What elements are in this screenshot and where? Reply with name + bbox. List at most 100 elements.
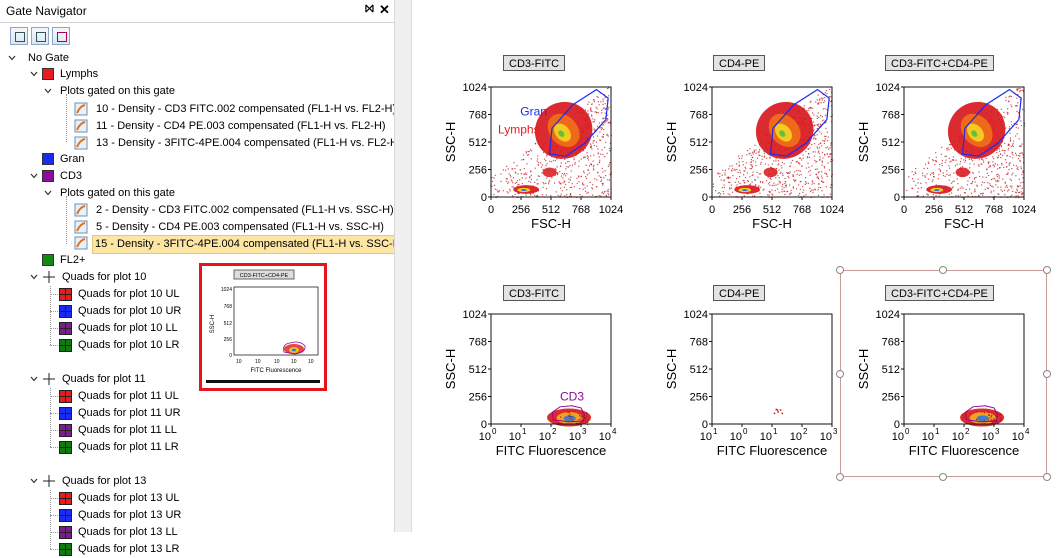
close-icon[interactable]: ✕ [379, 2, 390, 17]
chevron-down-icon[interactable] [44, 189, 52, 197]
event-dot [609, 162, 611, 164]
resize-handle[interactable] [939, 473, 947, 481]
overlay-icon[interactable] [31, 27, 49, 45]
event-dot [807, 148, 810, 150]
event-dot [818, 125, 820, 128]
event-dot [808, 109, 810, 112]
event-dot [602, 124, 605, 126]
chevron-down-icon[interactable] [30, 273, 38, 281]
gran-gate[interactable] [769, 88, 830, 157]
event-dot [598, 104, 600, 106]
gran-gate[interactable] [961, 88, 1022, 157]
resize-handle[interactable] [836, 473, 844, 481]
event-dot [826, 109, 828, 111]
event-dot [586, 192, 588, 194]
event-dot [1000, 186, 1002, 188]
event-dot [1015, 192, 1017, 194]
event-dot [1003, 150, 1005, 152]
event-dot [763, 156, 765, 158]
event-dot [996, 151, 998, 154]
plot-title[interactable]: CD4-PE [713, 285, 766, 301]
event-dot [1011, 185, 1013, 187]
event-dot [933, 176, 935, 178]
event-dot [823, 194, 825, 196]
event-dot [803, 105, 805, 107]
event-dot [543, 158, 546, 160]
plot-title[interactable]: CD4-PE [713, 55, 766, 71]
tree-label: Quads for plot 10 LL [78, 322, 178, 334]
selected-plot-frame[interactable] [840, 270, 1047, 477]
event-dot [1014, 152, 1017, 154]
plot-title[interactable]: CD3-FITC+CD4-PE [885, 55, 994, 71]
cd3-gate[interactable] [551, 405, 585, 423]
plot-title[interactable]: CD3-FITC [503, 55, 566, 71]
event-dot [516, 165, 518, 167]
event-dot [798, 174, 801, 176]
y-tick-label: 768 [690, 337, 708, 349]
event-dot [995, 184, 997, 186]
event-dot [998, 177, 1000, 179]
event-dot [829, 147, 831, 149]
event-dot [514, 168, 516, 170]
event-dot [795, 161, 797, 163]
gate-list-icon[interactable] [10, 27, 28, 45]
event-dot [992, 156, 994, 158]
event-dot [1017, 155, 1020, 157]
chevron-down-icon[interactable] [8, 54, 16, 62]
event-dot [949, 161, 951, 163]
resize-handle[interactable] [939, 266, 947, 274]
event-dot [809, 190, 812, 193]
event-dot [814, 188, 816, 190]
event-dot [941, 162, 943, 164]
event-dot [728, 177, 730, 179]
pin-icon[interactable]: ⨝ [365, 3, 374, 15]
event-dot [587, 103, 589, 105]
plot-title[interactable]: CD3-FITC+CD4-PE [885, 285, 994, 301]
event-dot [825, 147, 827, 149]
event-dot [1003, 111, 1005, 113]
event-dot [578, 160, 580, 162]
event-dot [796, 161, 798, 163]
event-dot [985, 157, 987, 160]
event-dot [951, 187, 953, 189]
event-dot [944, 155, 946, 158]
event-dot [827, 156, 830, 158]
resize-handle[interactable] [836, 266, 844, 274]
event-dot [805, 181, 807, 183]
chevron-down-icon[interactable] [30, 70, 38, 78]
event-dot [1020, 124, 1023, 127]
event-dot [594, 111, 596, 113]
event-dot [724, 169, 727, 172]
event-dot [780, 171, 782, 173]
gran-gate[interactable] [548, 88, 609, 157]
chevron-down-icon[interactable] [30, 172, 38, 180]
event-dot [1000, 189, 1002, 191]
chevron-down-icon[interactable] [44, 87, 52, 95]
panel-splitter[interactable] [394, 0, 412, 532]
event-dot [926, 173, 928, 175]
chevron-down-icon[interactable] [30, 375, 38, 383]
event-dot [759, 163, 762, 165]
quadrant-color-swatch [59, 492, 72, 505]
resize-handle[interactable] [1043, 266, 1051, 274]
event-dot [913, 180, 915, 183]
cd3-gate[interactable] [964, 405, 998, 423]
resize-handle[interactable] [1043, 473, 1051, 481]
plot-title[interactable]: CD3-FITC [503, 285, 566, 301]
event-dot [561, 172, 563, 175]
chevron-down-icon[interactable] [30, 477, 38, 485]
resize-handle[interactable] [836, 370, 844, 378]
event-dot [826, 153, 828, 155]
gate-label-lymphs: Lymphs [498, 123, 540, 137]
event-dot [554, 160, 557, 162]
tree-icon[interactable] [52, 27, 70, 45]
event-dot [1015, 126, 1017, 129]
event-dot [927, 178, 930, 180]
resize-handle[interactable] [1043, 370, 1051, 378]
